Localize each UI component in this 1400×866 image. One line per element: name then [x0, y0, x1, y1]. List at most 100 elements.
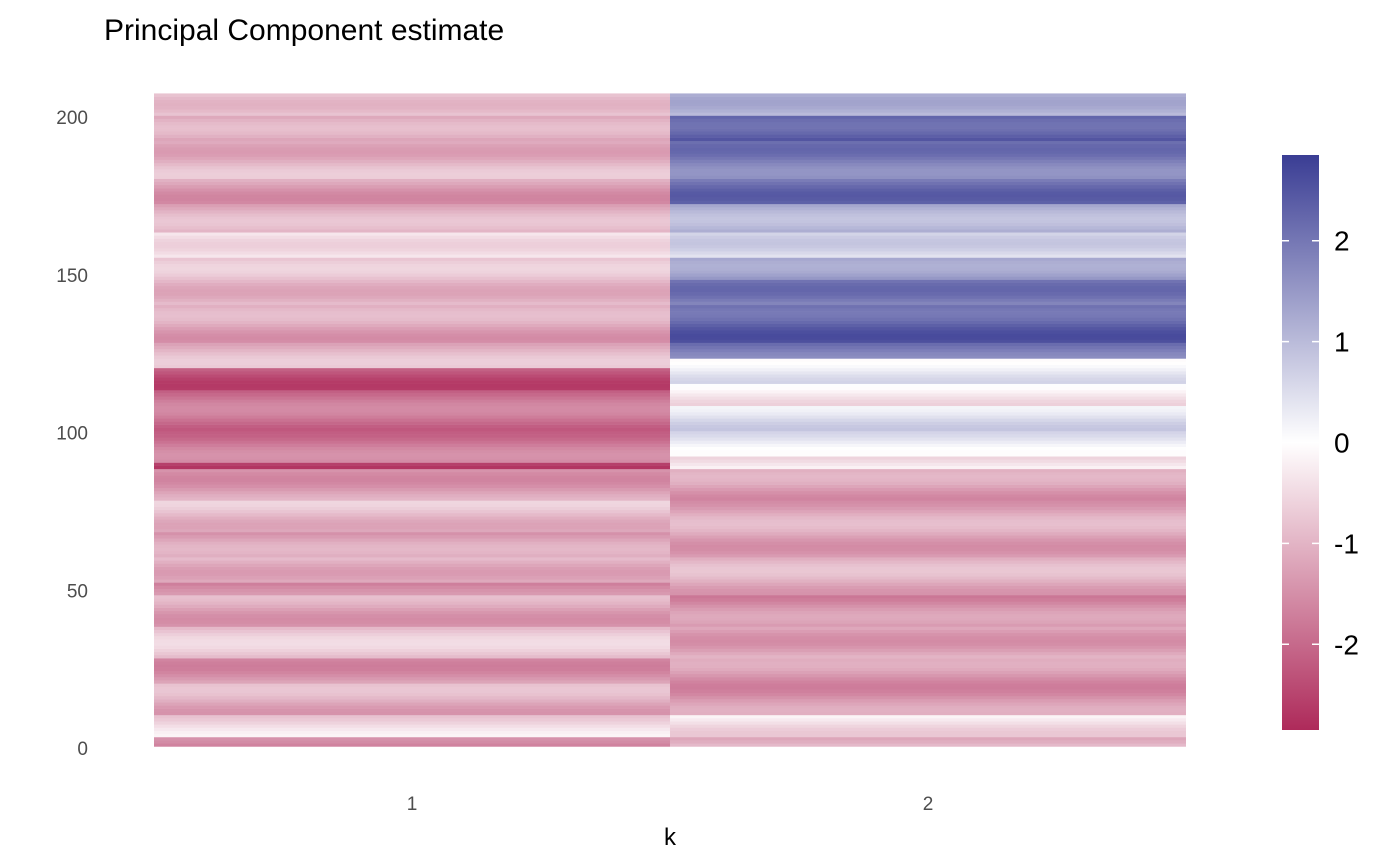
heatmap-cell	[154, 266, 670, 271]
heatmap-cell	[154, 219, 670, 224]
heatmap-cell	[670, 348, 1186, 353]
heatmap-cell	[154, 314, 670, 318]
heatmap-cell	[670, 617, 1186, 621]
heatmap-cell	[154, 494, 670, 498]
heatmap-cell	[670, 626, 1186, 631]
heatmap-cell	[670, 367, 1186, 372]
heatmap-cell	[670, 112, 1186, 116]
heatmap-cell	[670, 724, 1186, 728]
heatmap-cell	[154, 402, 670, 407]
heatmap-cell	[670, 147, 1186, 151]
heatmap-cell	[154, 721, 670, 725]
heatmap-cell	[670, 702, 1186, 706]
heatmap-cell	[670, 550, 1186, 555]
heatmap-cell	[670, 595, 1186, 599]
heatmap-cell	[154, 727, 670, 731]
heatmap-cell	[154, 251, 670, 255]
heatmap-cell	[670, 484, 1186, 489]
heatmap-cell	[154, 279, 670, 283]
heatmap-cell	[670, 128, 1186, 132]
heatmap-cell	[154, 453, 670, 457]
heatmap-cell	[670, 677, 1186, 681]
heatmap-cell	[154, 730, 670, 735]
heatmap-cell	[154, 304, 670, 309]
heatmap-cell	[670, 730, 1186, 735]
heatmap-cell	[154, 175, 670, 179]
legend-tick-label: -2	[1334, 629, 1359, 660]
heatmap-cell	[154, 500, 670, 504]
heatmap-cell	[154, 156, 670, 160]
heatmap-cell	[154, 131, 670, 135]
heatmap-cell	[670, 317, 1186, 321]
heatmap-cell	[670, 437, 1186, 441]
heatmap-cell	[154, 692, 670, 697]
legend-tick-label: 2	[1334, 226, 1350, 257]
heatmap-cell	[670, 623, 1186, 627]
heatmap-cell	[670, 620, 1186, 624]
heatmap-cell	[670, 393, 1186, 397]
heatmap-cell	[154, 361, 670, 366]
heatmap-cell	[154, 604, 670, 608]
heatmap-cell	[154, 216, 670, 220]
heatmap-cell	[154, 708, 670, 713]
heatmap-cell	[154, 115, 670, 119]
heatmap-cell	[670, 427, 1186, 432]
heatmap-cell	[670, 197, 1186, 201]
heatmap-cell	[670, 222, 1186, 227]
heatmap-cell	[154, 364, 670, 369]
heatmap-cell	[670, 714, 1186, 719]
heatmap-cell	[154, 645, 670, 649]
heatmap-cell	[670, 314, 1186, 318]
heatmap-cell	[154, 560, 670, 564]
heatmap-cell	[154, 610, 670, 615]
heatmap-cell	[154, 437, 670, 441]
heatmap-cell	[670, 490, 1186, 495]
heatmap-cell	[154, 323, 670, 328]
heatmap-cell	[670, 330, 1186, 334]
heatmap-cell	[154, 298, 670, 302]
heatmap-cell	[670, 743, 1186, 747]
heatmap-cell	[154, 711, 670, 716]
heatmap-cell	[154, 427, 670, 432]
heatmap-cell	[154, 260, 670, 265]
heatmap-cell	[670, 604, 1186, 608]
heatmap-cell	[670, 298, 1186, 302]
heatmap-cell	[154, 172, 670, 176]
heatmap-cell	[670, 661, 1186, 665]
heatmap-cell	[154, 418, 670, 422]
heatmap-cell	[154, 194, 670, 198]
heatmap-cell	[154, 569, 670, 574]
heatmap-cell	[670, 471, 1186, 476]
heatmap-cell	[154, 238, 670, 242]
heatmap-cell	[154, 254, 670, 258]
legend-tick-label: 1	[1334, 327, 1350, 358]
heatmap-cell	[154, 128, 670, 132]
heatmap-cell	[670, 664, 1186, 668]
heatmap-cell	[670, 386, 1186, 391]
heatmap-cell	[154, 336, 670, 340]
heatmap-cell	[670, 686, 1186, 690]
heatmap-cell	[670, 494, 1186, 498]
heatmap-cell	[154, 487, 670, 492]
heatmap-cell	[154, 96, 670, 101]
heatmap-cell	[670, 705, 1186, 709]
heatmap-cell	[154, 443, 670, 448]
heatmap-cell	[670, 610, 1186, 615]
heatmap-cell	[154, 342, 670, 347]
heatmap-cell	[154, 509, 670, 514]
heatmap-cell	[670, 740, 1186, 744]
heatmap-cell	[154, 153, 670, 157]
heatmap-cell	[154, 112, 670, 116]
heatmap-cell	[154, 311, 670, 315]
x-tick-label: 2	[923, 794, 934, 815]
heatmap-cell	[670, 380, 1186, 384]
heatmap-cell	[670, 418, 1186, 422]
heatmap-cell	[154, 430, 670, 435]
heatmap-cell	[154, 516, 670, 520]
heatmap-cell	[670, 560, 1186, 564]
heatmap-cell	[670, 251, 1186, 255]
heatmap-cell	[154, 658, 670, 662]
heatmap-cell	[670, 96, 1186, 101]
heatmap-cell	[154, 380, 670, 384]
heatmap-cell	[670, 478, 1186, 482]
